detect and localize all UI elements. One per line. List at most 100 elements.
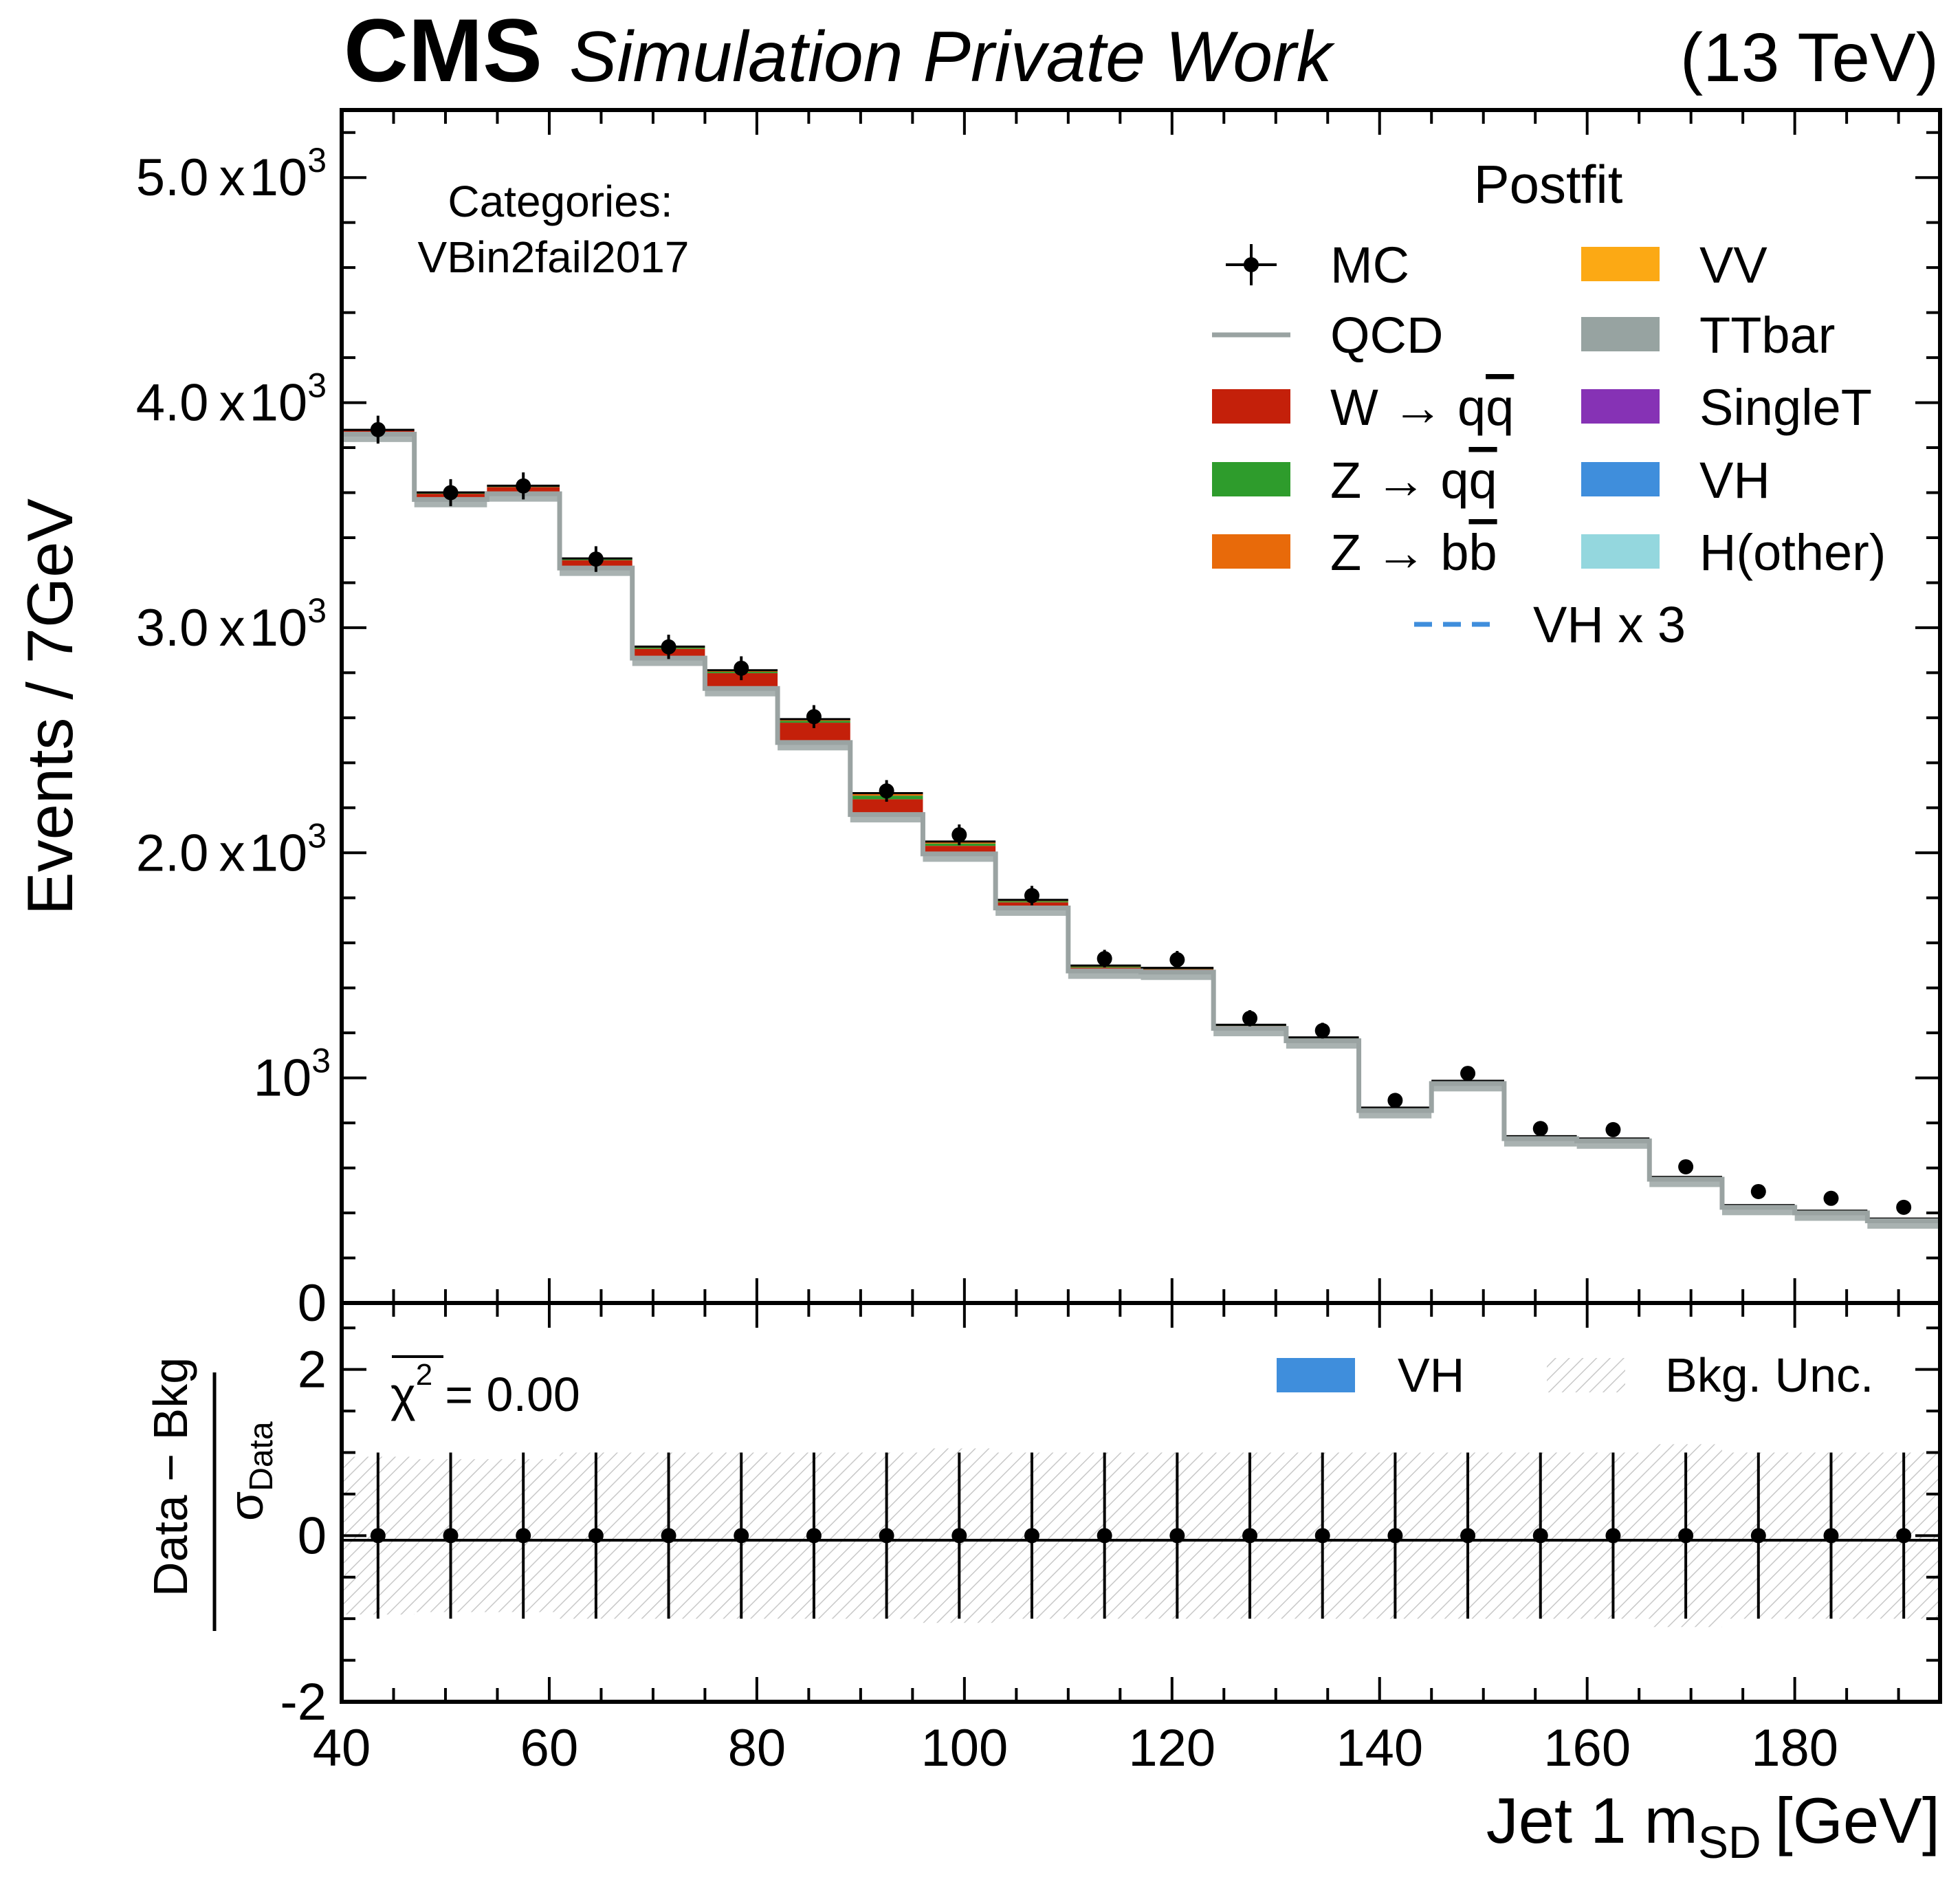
ratio-point [1097,1528,1112,1544]
y-tick-exp: 3 [307,141,327,179]
ratio-y-tick-label: -2 [280,1673,327,1731]
data-point [1169,952,1185,967]
y-tick-base: 10 [254,1049,312,1108]
ttbar-band [1576,1141,1650,1149]
y-tick-label: 4.0 x103 [136,366,327,432]
ratio-y-tick-labels: -2 0 2 [280,1341,327,1731]
x-tick-labels: 40 60 80 100 120 140 160 180 [313,1719,1838,1777]
ratio-legend-vh-swatch [1277,1358,1355,1392]
legend-swatch [1212,462,1290,496]
ratio-point [1169,1528,1185,1544]
ratio-point [1460,1528,1476,1544]
data-point [1314,1022,1330,1038]
legend-label: QCD [1330,307,1443,364]
ratio-points [370,1452,1912,1619]
histogram-steps [342,428,1940,1224]
ttbar-band [632,658,705,666]
ttbar-band [1504,1139,1577,1147]
data-point [1678,1159,1694,1174]
data-point [661,639,676,655]
data-point [1532,1121,1548,1137]
ttbar-band [1867,1220,1940,1229]
legend-swatch [1581,247,1660,281]
data-point [806,709,822,725]
data-point [370,421,386,437]
ratio-point [734,1528,749,1544]
ratio-legend-vh-label: VH [1398,1348,1464,1402]
legend-swatch [1212,534,1290,569]
legend-label: W → qq [1330,379,1514,436]
cms-label: CMS [344,0,542,100]
ratio-panel [340,1301,1942,1704]
ratio-point [1532,1528,1548,1544]
ttbar-band [923,853,996,862]
ttbar-band [1141,972,1214,981]
y-tick-mantissa: 3.0 x [136,599,245,657]
ratio-y-tick-label: 2 [298,1341,327,1399]
ratio-point [806,1528,822,1544]
legend-label: H(other) [1699,524,1886,581]
ttbar-band [1721,1207,1795,1216]
legend-label: SingleT [1699,379,1872,436]
ratio-point [1242,1528,1258,1544]
y-tick-exp: 3 [307,366,327,405]
legend-label: VH [1699,452,1770,509]
ratio-legend: VH Bkg. Unc. [1277,1348,1873,1402]
y-tick-base: 10 [250,599,308,657]
x-tick-label: 160 [1543,1719,1631,1777]
legend-label: TTbar [1699,307,1835,364]
x-tick-label: 80 [728,1719,786,1777]
ratio-denominator: σ [219,1491,273,1521]
data-point [1242,1010,1258,1026]
legend-label-part: q [1440,452,1468,509]
ttbar-band [1358,1110,1432,1119]
ratio-point [516,1528,531,1544]
x-axis-title-unit: [GeV] [1775,1784,1940,1856]
ratio-point [951,1528,967,1544]
legend-label-part: Z → [1330,452,1440,509]
data-point [1387,1093,1403,1108]
ratio-point [1387,1528,1403,1544]
legend-swatch [1581,317,1660,351]
legend-label-bar: b [1468,524,1497,581]
category-name: VBin2fail2017 [418,232,690,282]
legend-label-part: b [1440,524,1468,581]
ratio-point [588,1528,604,1544]
data-point [1097,951,1112,967]
legend-swatch [1581,462,1660,496]
ratio-legend-unc-swatch [1547,1358,1625,1392]
legend-marker [1244,257,1259,272]
ratio-point [370,1528,386,1544]
legend-label-part: Z → [1330,524,1440,581]
svg-text:σData: σData [219,1421,280,1521]
data-point [443,485,459,501]
y-tick-exp: 3 [311,1042,331,1080]
data-point [1460,1066,1476,1082]
x-tick-label: 100 [921,1719,1008,1777]
x-tick-label: 40 [313,1719,371,1777]
x-axis-title-sub: SD [1698,1817,1761,1867]
data-point [1823,1190,1839,1206]
y-tick-mantissa: 4.0 x [136,374,245,432]
y-tick-label: 5.0 x103 [136,141,327,207]
y-tick-label: 2.0 x103 [136,816,327,882]
y-tick-label: 103 [254,1042,331,1108]
data-point [1896,1199,1912,1215]
ratio-legend-unc-label: Bkg. Unc. [1665,1348,1873,1402]
data-point [1024,888,1039,903]
y-tick-exp: 3 [307,591,327,630]
ratio-denominator-sub: Data [243,1421,280,1491]
legend-swatch [1581,389,1660,424]
ttbar-band [1213,1028,1286,1037]
ttbar-band [850,814,923,823]
y-tick-mantissa: 2.0 x [136,824,245,882]
data-point [1750,1183,1766,1199]
legend-label-part: W → [1330,379,1457,436]
ratio-point [1678,1528,1694,1544]
chi2-symbol: χ [390,1368,416,1421]
ttbar-band [1431,1083,1504,1092]
legend-label: VV [1699,237,1768,294]
ratio-point [661,1528,676,1544]
ttbar-band [1794,1213,1868,1221]
legend-swatch [1581,534,1660,569]
